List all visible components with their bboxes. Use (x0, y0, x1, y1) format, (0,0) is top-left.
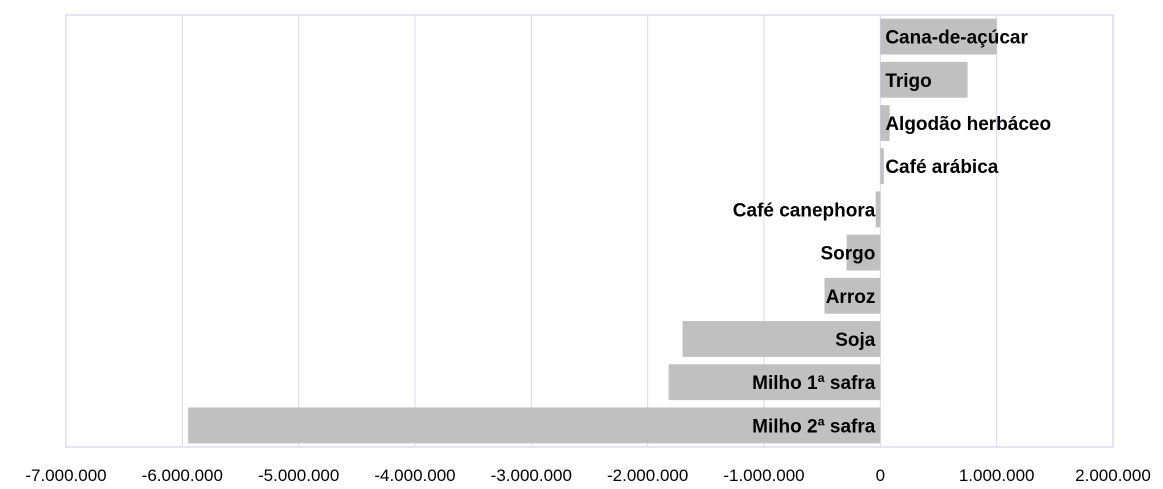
bar (682, 321, 881, 357)
plot-area-frame (65, 14, 1114, 448)
x-tick-label: -5.000.000 (258, 466, 339, 485)
bar-label: Milho 1ª safra (752, 373, 876, 394)
bar (880, 105, 890, 141)
x-tick-label: -4.000.000 (374, 466, 455, 485)
bar (875, 191, 881, 228)
bar-label: Algodão herbáceo (885, 114, 1051, 135)
bar-label: Café canephora (733, 200, 876, 221)
x-axis-tick-labels: -7.000.000 -6.000.000 -5.000.000 -4.000.000… (25, 466, 1150, 485)
x-tick-label: -7.000.000 (25, 466, 106, 485)
bar (880, 61, 968, 98)
x-tick-label: 2.000.000 (1075, 466, 1151, 485)
bar (846, 234, 881, 271)
x-tick-label: 1.000.000 (959, 466, 1035, 485)
x-tick-label: -2.000.000 (607, 466, 688, 485)
x-tick-label: -6.000.000 (142, 466, 223, 485)
bar (188, 407, 881, 444)
x-tick-label: -1.000.000 (723, 466, 804, 485)
bar-label: Milho 2ª safra (752, 416, 876, 437)
bar-labels: Cana-de-açúcar Trigo Algodão herbáceo Café … (733, 28, 1051, 438)
x-tick-label: 0 (876, 466, 885, 485)
bar-label: Trigo (885, 71, 931, 92)
bar (824, 277, 881, 314)
bar (880, 148, 884, 185)
bar-label: Café arábica (885, 157, 998, 178)
bar (880, 18, 997, 55)
bar-label: Soja (835, 330, 876, 351)
bar-label: Cana-de-açúcar (885, 28, 1028, 49)
bar (668, 364, 881, 401)
bars (188, 18, 997, 444)
bar-label: Sorgo (820, 244, 875, 265)
gridlines (181, 15, 998, 447)
x-tick-label: -3.000.000 (491, 466, 572, 485)
bar-label: Arroz (826, 287, 876, 308)
